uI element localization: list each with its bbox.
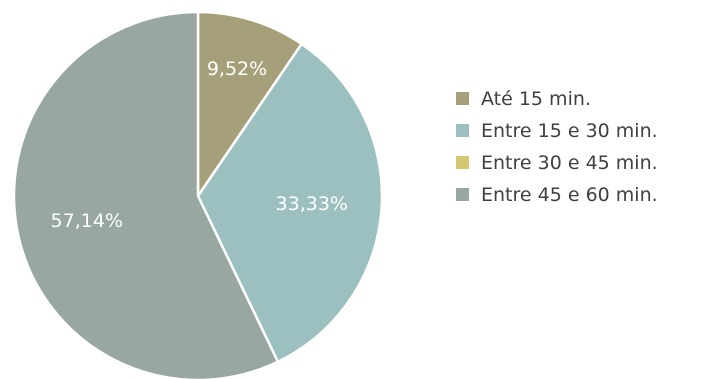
legend-label: Até 15 min. [481, 87, 591, 110]
legend-item-ate-15-min: Até 15 min. [456, 83, 718, 114]
legend-label: Entre 30 e 45 min. [481, 151, 658, 174]
legend-item-entre-15-e-30-min: Entre 15 e 30 min. [456, 115, 718, 146]
data-label-ate-15-min: 9,52% [207, 58, 267, 80]
legend-swatch [456, 156, 469, 169]
legend-swatch [456, 92, 469, 105]
legend-label: Entre 15 e 30 min. [481, 119, 658, 142]
legend-swatch [456, 188, 469, 201]
pie-slice-entre-15-e-30-min [196, 42, 384, 364]
legend-item-entre-30-e-45-min: Entre 30 e 45 min. [456, 147, 718, 178]
legend-item-entre-45-e-60-min: Entre 45 e 60 min. [456, 179, 718, 210]
pie-slice-ate-15-min [196, 10, 303, 198]
data-label-entre-45-e-60-min: 57,14% [51, 210, 123, 232]
legend-label: Entre 45 e 60 min. [481, 183, 658, 206]
pie-slice-entre-45-e-60-min [12, 10, 280, 379]
legend: Até 15 min. Entre 15 e 30 min. Entre 30 … [456, 83, 718, 211]
data-label-entre-15-e-30-min: 33,33% [276, 193, 348, 215]
legend-swatch [456, 124, 469, 137]
